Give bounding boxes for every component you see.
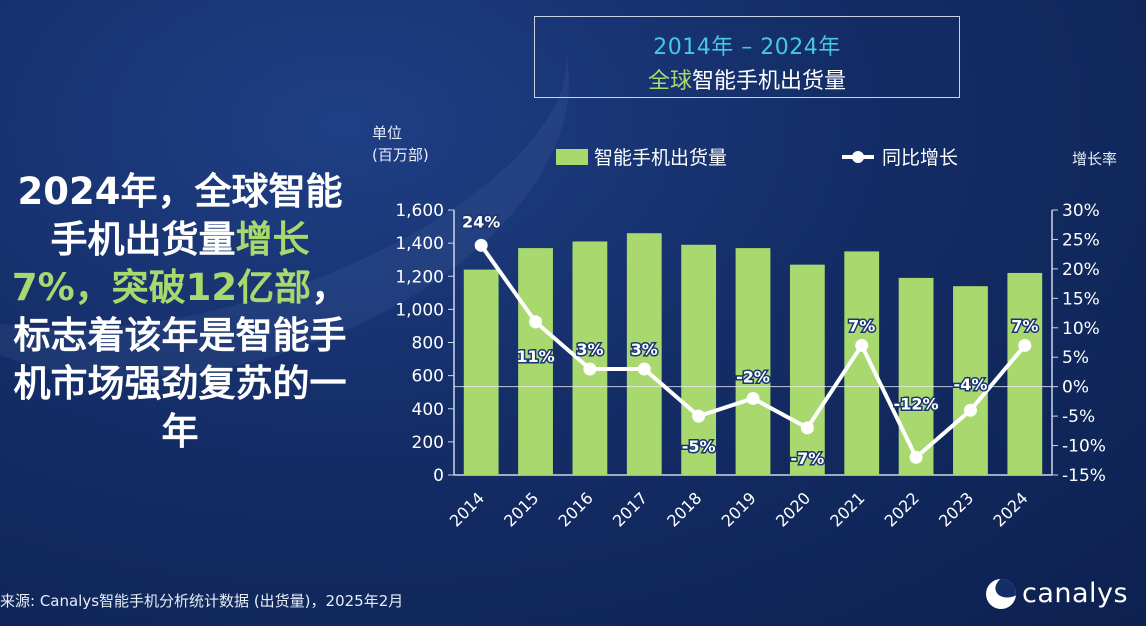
bar-2018 (681, 244, 717, 475)
x-tick-label: 2022 (881, 488, 923, 530)
left-tick-label: 1,200 (395, 267, 444, 287)
canalys-logo: canalys (986, 578, 1128, 609)
x-tick-label: 2019 (718, 488, 760, 530)
legend-item-growth: 同比增长 (840, 143, 958, 170)
left-tick-label: 1,000 (395, 300, 444, 320)
right-tick-label: 20% (1062, 260, 1100, 280)
x-tick-label: 2015 (500, 488, 542, 530)
legend-bar-swatch (556, 148, 588, 165)
bar-2023 (953, 286, 988, 475)
growth-point-2024 (1018, 338, 1032, 352)
growth-point-2022 (909, 450, 923, 464)
right-tick-label: 30% (1062, 201, 1100, 221)
bar-2020 (789, 264, 825, 475)
legend-line-label: 同比增长 (882, 147, 959, 169)
right-tick-label: 5% (1062, 348, 1089, 368)
growth-point-2016 (583, 362, 597, 376)
chart-title-main: 全球智能手机出货量 (535, 63, 959, 95)
bar-2015 (518, 248, 553, 475)
x-tick-label: 2023 (935, 488, 977, 530)
growth-data-label-2024: 7% (1011, 316, 1038, 335)
right-axis-label: 增长率 (1072, 150, 1118, 168)
chart-title-years: 2014年 – 2024年 (653, 35, 841, 60)
left-tick-label: 0 (433, 466, 444, 486)
right-tick-label: -10% (1062, 437, 1106, 457)
left-tick-label: 1,600 (395, 201, 444, 221)
left-axis-unit-label: 单位 (百万部) (372, 122, 429, 166)
right-tick-label: -5% (1062, 407, 1095, 427)
growth-data-label-2022: -12% (894, 394, 939, 413)
bar-2024 (1007, 272, 1043, 475)
growth-point-2014 (474, 238, 488, 252)
bar-2017 (626, 233, 662, 475)
headline-part2: 全球智能手机出货量 (50, 170, 343, 261)
growth-point-2021 (855, 338, 869, 352)
growth-point-2017 (637, 362, 651, 376)
growth-data-label-2017: 3% (631, 340, 658, 359)
bar-2014 (463, 269, 499, 475)
headline-part4: ，标志着该年是智能手机市场强劲复苏的一年 (13, 266, 349, 453)
x-tick-label: 2021 (826, 488, 868, 530)
growth-point-2020 (800, 421, 814, 435)
headline-text: 2024年，全球智能手机出货量增长7%，突破12亿部，标志着该年是智能手机市场强… (10, 168, 350, 456)
chart-title-highlight: 全球 (647, 69, 692, 94)
x-tick-label: 2018 (663, 488, 705, 530)
unit-label-line1: 单位 (372, 124, 403, 142)
left-tick-label: 1,400 (395, 234, 444, 254)
x-tick-label: 2020 (772, 488, 814, 530)
headline-highlight: 增长7%，突破12亿部 (11, 218, 312, 309)
growth-point-2018 (692, 409, 706, 423)
right-tick-label: 25% (1062, 230, 1100, 250)
x-tick-label: 2017 (609, 488, 651, 530)
canalys-logo-icon (986, 578, 1016, 609)
left-tick-label: 400 (412, 400, 444, 420)
growth-point-2019 (746, 391, 760, 405)
right-tick-label: 0% (1062, 378, 1089, 398)
growth-data-label-2014: 24% (462, 212, 500, 231)
chart-title-rest: 智能手机出货量 (692, 69, 847, 94)
legend-bar-label: 智能手机出货量 (594, 147, 728, 169)
left-tick-label: 800 (412, 334, 444, 354)
growth-data-label-2018: -5% (682, 437, 716, 456)
left-tick-label: 200 (412, 433, 444, 453)
unit-label-line2: (百万部) (372, 146, 429, 164)
growth-data-label-2021: 7% (848, 316, 875, 335)
left-tick-label: 600 (412, 367, 444, 387)
growth-data-label-2019: -2% (736, 367, 770, 386)
growth-data-label-2023: -4% (954, 375, 988, 394)
growth-data-label-2020: -7% (790, 449, 824, 468)
x-tick-label: 2024 (989, 488, 1031, 530)
x-tick-label: 2014 (446, 488, 488, 530)
right-tick-label: 10% (1062, 319, 1100, 339)
legend-line-swatch (842, 150, 874, 163)
source-note: 来源: Canalys智能手机分析统计数据 (出货量)，2025年2月 (0, 592, 404, 610)
growth-point-2015 (529, 315, 543, 329)
growth-point-2023 (963, 403, 977, 417)
bar-2019 (735, 248, 771, 475)
growth-data-label-2016: 3% (576, 340, 603, 359)
right-tick-label: -15% (1062, 466, 1106, 486)
bar-2022 (898, 277, 934, 475)
chart-title-box: 2014年 – 2024年 全球智能手机出货量 (534, 16, 960, 98)
x-tick-label: 2016 (555, 488, 597, 530)
canalys-logo-text: canalys (1022, 578, 1129, 609)
legend-item-shipments: 智能手机出货量 (556, 143, 727, 170)
right-tick-label: 15% (1062, 289, 1100, 309)
headline-part1: 2024年， (17, 170, 195, 213)
growth-data-label-2015: 11% (516, 347, 554, 366)
